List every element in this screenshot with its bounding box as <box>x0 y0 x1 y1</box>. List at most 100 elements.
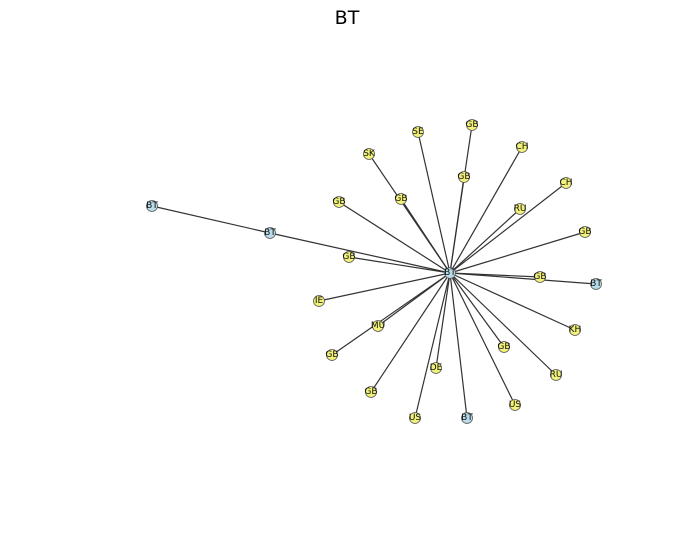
node-label: GB <box>342 252 355 262</box>
node-label: RU <box>550 370 563 380</box>
edge-n_gb_9-center <box>449 272 505 348</box>
node-marker <box>264 227 276 239</box>
node-n_mu: MU <box>371 320 385 332</box>
node-label: GB <box>533 272 546 282</box>
node-n_gb_4: GB <box>394 193 408 205</box>
node-label: SK <box>363 149 376 159</box>
node-marker <box>444 267 456 279</box>
edge-n_gb_10-center <box>370 272 451 393</box>
node-marker <box>534 271 546 283</box>
node-label: BT <box>461 413 473 423</box>
node-n_ch_2: CH <box>559 177 573 189</box>
node-n_bt_mid: BT <box>264 227 276 239</box>
node-label: SE <box>412 127 424 137</box>
node-n_gb_3: GB <box>332 196 346 208</box>
node-label: KH <box>569 325 582 335</box>
node-n_bt_far: BT <box>146 200 158 212</box>
edge-n_ru_2-center <box>449 272 557 376</box>
node-marker <box>498 341 510 353</box>
node-marker <box>326 349 338 361</box>
node-n_gb_10: GB <box>364 386 378 398</box>
edges-layer <box>151 124 597 419</box>
node-n_bt_right: BT <box>590 278 602 290</box>
node-n_gb_7: GB <box>533 271 547 283</box>
node-label: GB <box>364 387 377 397</box>
node-marker <box>409 412 421 424</box>
edge-n_ru_1-center <box>449 208 521 274</box>
node-n_ch_1: CH <box>515 141 529 153</box>
node-label: BT <box>590 279 602 289</box>
edge-n_gb_6-center <box>348 256 451 274</box>
node-n_gb_5: GB <box>578 226 592 238</box>
node-marker <box>395 193 407 205</box>
edge-n_us_2-center <box>449 272 516 406</box>
node-label: GB <box>497 342 510 352</box>
edge-n_ch_1-center <box>449 146 523 274</box>
node-marker <box>560 177 572 189</box>
node-marker <box>412 126 424 138</box>
edge-n_gb_5-center <box>449 231 586 274</box>
node-marker <box>343 251 355 263</box>
edge-n_ie-center <box>318 272 451 302</box>
node-label: US <box>409 413 422 423</box>
node-label: GB <box>394 194 407 204</box>
node-label: GB <box>465 120 478 130</box>
node-n_bt_bottom: BT <box>461 412 473 424</box>
node-n_gb_9: GB <box>497 341 511 353</box>
node-n_ru_2: RU <box>550 369 563 381</box>
node-n_ie: IE <box>313 295 325 307</box>
edge-n_gb_2-center <box>449 176 465 274</box>
node-n_gb_top: GB <box>465 119 479 131</box>
node-n_gb_2: GB <box>457 171 471 183</box>
node-label: IE <box>315 296 324 306</box>
node-marker <box>333 196 345 208</box>
node-marker <box>569 324 581 336</box>
node-label: DE <box>430 363 443 373</box>
node-marker <box>146 200 158 212</box>
node-n_kh: KH <box>569 324 582 336</box>
node-label: GB <box>325 350 338 360</box>
node-marker <box>363 148 375 160</box>
node-label: CH <box>559 178 572 188</box>
node-n_sk: SK <box>363 148 376 160</box>
node-label: BT <box>146 201 158 211</box>
node-marker <box>509 399 521 411</box>
nodes-layer: BT BT BT BT BT SE GB CH SK GB CH GB GB RU GB GB GB IE MU KH… <box>146 119 602 424</box>
node-marker <box>514 203 526 215</box>
edge-n_se-center <box>417 131 451 274</box>
edge-n_gb_8-center <box>331 272 451 356</box>
node-marker <box>590 278 602 290</box>
edge-n_bt_bottom-center <box>449 272 468 419</box>
edge-n_gb_3-center <box>338 201 451 274</box>
node-n_us_2: US <box>509 399 521 411</box>
edge-n_us_1-center <box>414 272 451 419</box>
node-n_gb_6: GB <box>342 251 356 263</box>
node-marker <box>461 412 473 424</box>
node-marker <box>579 226 591 238</box>
node-marker <box>550 369 562 381</box>
node-marker <box>365 386 377 398</box>
node-marker <box>458 171 470 183</box>
node-label: BT <box>264 228 276 238</box>
edge-n_kh-center <box>449 272 576 331</box>
edge-n_bt_far-n_bt_mid <box>151 205 271 234</box>
node-label: MU <box>371 321 385 331</box>
node-marker <box>372 320 384 332</box>
node-n_gb_8: GB <box>325 349 339 361</box>
node-n_de: DE <box>430 362 443 374</box>
edge-n_gb_4-center <box>400 198 451 274</box>
edge-n_bt_mid-center <box>269 232 451 274</box>
node-n_us_1: US <box>409 412 422 424</box>
node-label: BT <box>444 268 456 278</box>
node-marker <box>466 119 478 131</box>
node-n_se: SE <box>412 126 424 138</box>
node-n_ru_1: RU <box>514 203 526 215</box>
node-label: GB <box>332 197 345 207</box>
node-label: CH <box>515 142 528 152</box>
edge-n_bt_right-center <box>449 272 597 285</box>
node-marker <box>516 141 528 153</box>
node-label: GB <box>578 227 591 237</box>
node-marker <box>313 295 325 307</box>
figure-title: BT <box>334 7 360 29</box>
